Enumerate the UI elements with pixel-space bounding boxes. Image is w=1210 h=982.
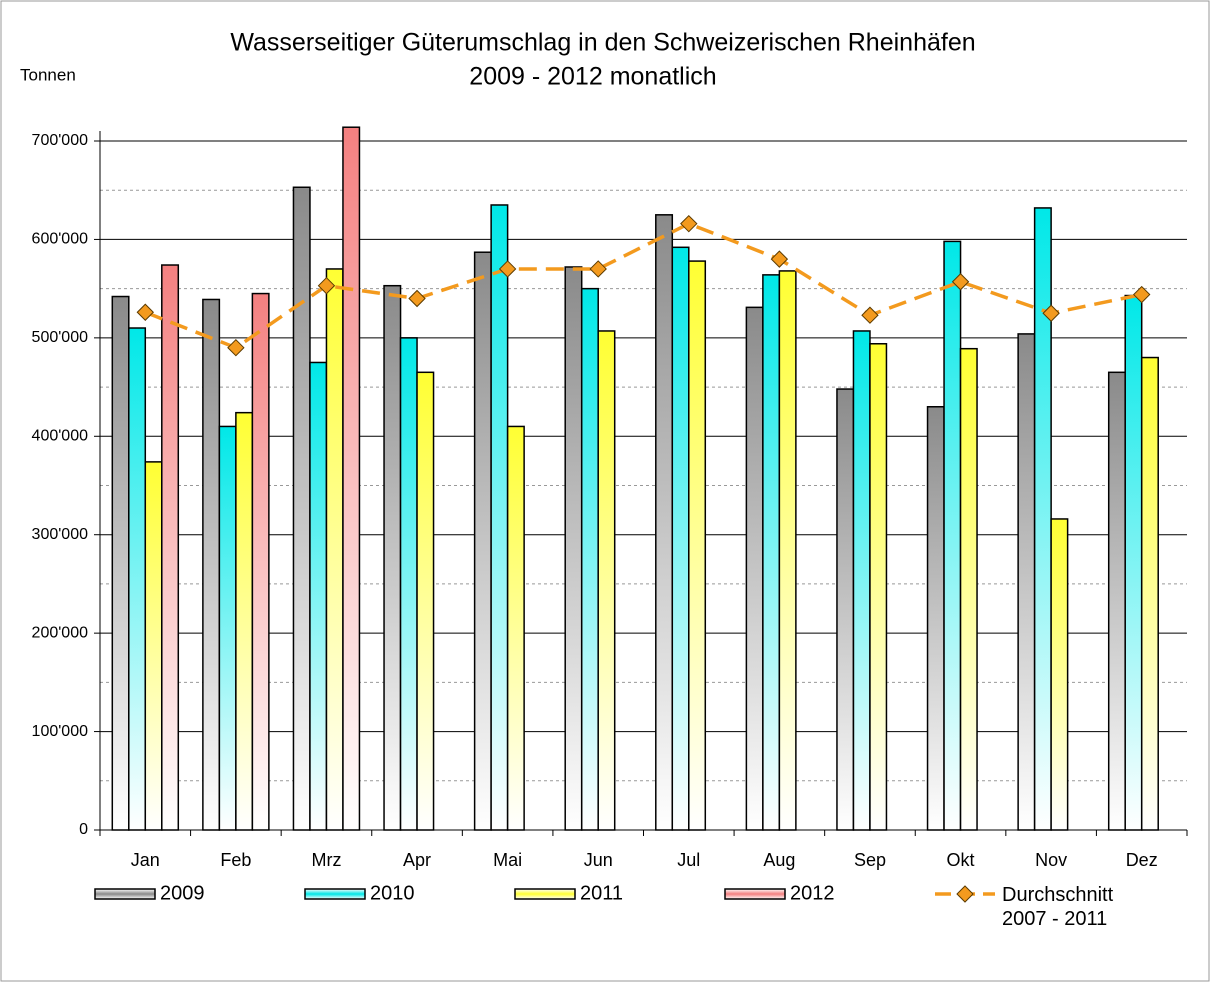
bar: [506, 425, 525, 831]
legend-label: 2012: [790, 882, 835, 904]
x-tick-label: Jun: [584, 850, 613, 870]
legend-swatch: [94, 888, 156, 900]
line-marker: [227, 338, 245, 357]
y-tick-label: 500'000: [32, 329, 89, 346]
y-tick-label: 300'000: [32, 526, 89, 543]
bar: [251, 292, 270, 831]
bar: [564, 266, 583, 831]
x-tick-label: Apr: [403, 850, 431, 870]
bar: [399, 337, 418, 831]
bar: [161, 264, 180, 831]
chart-title: Wasserseitiger Güterumschlag in den Schw…: [230, 29, 975, 57]
x-tick-label: Mrz: [311, 850, 341, 870]
bar: [959, 347, 978, 831]
bar: [1017, 333, 1036, 831]
y-tick-label: 0: [79, 821, 88, 838]
x-tick-label: Jan: [131, 850, 160, 870]
bar: [235, 411, 254, 831]
bar: [655, 214, 674, 831]
line: [144, 221, 1143, 350]
x-tick-label: Jul: [677, 850, 700, 870]
legend-label: Durchschnitt 2007 - 2011: [1002, 884, 1114, 930]
legend-swatch: [724, 888, 786, 900]
bar: [490, 204, 509, 831]
line-marker: [589, 260, 607, 278]
y-tick-label: 200'000: [32, 624, 89, 641]
bar: [943, 240, 962, 831]
line-marker: [136, 303, 154, 321]
line-marker: [770, 250, 789, 268]
x-tick-label: Sep: [854, 850, 886, 870]
bar: [218, 425, 237, 831]
bar: [1033, 207, 1052, 831]
bar: [383, 284, 402, 831]
chart-subtitle: 2009 - 2012 monatlich: [469, 63, 716, 91]
bar: [1107, 371, 1126, 831]
bar: [836, 388, 855, 831]
bar: [416, 371, 435, 831]
bar: [202, 298, 221, 831]
legend-label: 2009: [160, 882, 205, 904]
bar: [111, 295, 130, 831]
legend-label: 2011: [580, 882, 623, 904]
y-axis-title: Tonnen: [20, 65, 76, 84]
bar: [926, 406, 945, 831]
line-marker: [861, 306, 879, 324]
x-tick-label: Aug: [763, 850, 795, 870]
y-tick-label: 400'000: [32, 428, 89, 445]
bar: [762, 274, 781, 831]
y-tick-label: 600'000: [32, 231, 89, 248]
x-tick-label: Nov: [1035, 850, 1067, 870]
legend-swatch-marker: [956, 885, 974, 903]
bar: [852, 330, 871, 831]
bar: [292, 186, 311, 831]
bar: [1050, 518, 1069, 831]
x-tick-label: Feb: [220, 850, 251, 870]
x-tick-label: Okt: [947, 850, 975, 870]
legend-label: 2010: [370, 882, 415, 904]
line-marker: [1133, 285, 1151, 304]
bar: [309, 361, 328, 831]
bar: [144, 461, 163, 831]
line-marker: [951, 273, 970, 291]
line-marker: [317, 276, 336, 295]
x-tick-label: Mai: [493, 850, 522, 870]
bar: [580, 287, 599, 831]
y-tick-label: 100'000: [32, 723, 89, 740]
bar: [671, 246, 690, 831]
bar: [473, 251, 492, 831]
line-marker: [680, 214, 698, 233]
legend-swatch: [304, 888, 366, 900]
bar: [778, 270, 797, 831]
bar: [342, 126, 361, 831]
bar: [869, 343, 888, 831]
bar: [128, 327, 147, 831]
bar: [688, 260, 707, 831]
x-tick-label: Dez: [1126, 850, 1158, 870]
y-tick-label: 700'000: [32, 132, 89, 149]
legend-swatch: [514, 888, 576, 900]
line-marker: [408, 289, 426, 308]
line-marker: [1042, 304, 1060, 322]
bar: [745, 306, 764, 831]
bar: [1140, 356, 1159, 831]
line-marker: [498, 260, 517, 278]
bar: [597, 330, 616, 831]
bar: [325, 268, 344, 831]
bar: [1124, 294, 1143, 831]
